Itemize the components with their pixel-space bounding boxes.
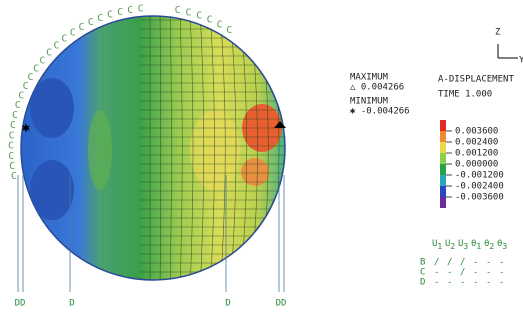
legend-swatch [440, 131, 446, 142]
legend-swatch [440, 175, 446, 186]
sphere: ✱ [21, 10, 290, 290]
constraint-marker: C [54, 40, 60, 51]
constraint-marker: C [39, 55, 45, 66]
bc-code: - [460, 278, 465, 288]
legend-label: 0.001200 [455, 149, 498, 159]
result-time: TIME 1.000 [438, 90, 492, 100]
support-label: DD [15, 299, 26, 309]
bc-code: / [434, 258, 439, 268]
legend-label: 0.003600 [455, 127, 498, 137]
bc-code: - [434, 268, 439, 278]
bc-code: - [447, 278, 452, 288]
bc-index: 2 [489, 242, 494, 251]
bc-code: - [473, 278, 478, 288]
bc-row-label: D [420, 278, 425, 288]
bc-header: U2 [445, 239, 455, 251]
constraint-marker: C [196, 11, 202, 22]
bc-code: / [447, 258, 452, 268]
bc-code: / [460, 268, 465, 278]
bc-code: - [473, 258, 478, 268]
support-label: D [69, 299, 74, 309]
constraint-marker: C [70, 27, 76, 38]
support-label: DD [276, 299, 287, 309]
legend-label: -0.003600 [455, 193, 504, 203]
bc-code: - [434, 278, 439, 288]
bc-header: θ2 [484, 239, 494, 251]
min-marker: ✱ [22, 121, 30, 136]
constraint-marker: C [127, 5, 133, 16]
constraint-marker: C [11, 171, 17, 182]
constraint-marker: C [138, 4, 144, 15]
axis-triad: Z Y [495, 28, 523, 66]
bc-code: - [486, 278, 491, 288]
constraint-marker: C [217, 19, 223, 30]
legend-label: 0.000000 [455, 160, 498, 170]
legend-label: 0.002400 [455, 138, 498, 148]
bc-code: / [460, 258, 465, 268]
bc-code: - [486, 268, 491, 278]
bc-code: - [499, 268, 504, 278]
max-label: MAXIMUM [350, 73, 389, 83]
bc-code: - [486, 258, 491, 268]
axis-y: Y [519, 56, 523, 66]
bc-index: 1 [476, 242, 481, 251]
result-title: A-DISPLACEMENT [438, 75, 514, 85]
legend-swatch [440, 164, 446, 175]
axis-z: Z [495, 28, 501, 38]
bc-row-label: B [420, 258, 425, 268]
bc-code: - [447, 268, 452, 278]
constraint-marker: C [79, 22, 85, 33]
min-label: MINIMUM [350, 97, 389, 107]
constraint-marker: C [207, 15, 213, 26]
constraint-marker: C [61, 34, 67, 45]
bc-index: 3 [502, 242, 507, 251]
legend-swatch [440, 186, 446, 197]
bc-header: θ1 [471, 239, 481, 251]
bc-header: U1 [432, 239, 442, 251]
constraint-marker: C [186, 7, 192, 18]
max-value: △ 0.004266 [350, 83, 404, 93]
min-value: ✱ -0.004266 [350, 107, 410, 117]
constraint-marker: C [46, 48, 52, 59]
constraint-marker: C [117, 7, 123, 18]
constraint-marker: C [88, 17, 94, 28]
constraint-marker: C [97, 13, 103, 24]
legend-swatch [440, 153, 446, 164]
legend-label: -0.001200 [455, 171, 504, 181]
bc-index: 3 [463, 242, 468, 251]
bc-index: 2 [450, 242, 455, 251]
legend: 0.0036000.0024000.0012000.000000-0.00120… [440, 120, 504, 208]
bc-code: - [499, 258, 504, 268]
bc-header: U3 [458, 239, 468, 251]
legend-swatch [440, 120, 446, 131]
constraint-marker: C [107, 10, 113, 21]
bc-code: - [473, 268, 478, 278]
constraint-marker: C [175, 5, 181, 16]
legend-label: -0.002400 [455, 182, 504, 192]
bc-row-label: C [420, 268, 425, 278]
constraint-marker: C [33, 64, 39, 75]
fe-plot-screen: ✱ DDDDDD MAXIMUM △ 0.004266 MINIMUM ✱ -0… [0, 0, 523, 313]
bc-code: - [499, 278, 504, 288]
constraint-marker: C [226, 25, 232, 36]
bc-header: θ3 [497, 239, 507, 251]
legend-swatch [440, 142, 446, 153]
bc-index: 1 [437, 242, 442, 251]
support-label: D [225, 299, 230, 309]
legend-swatch [440, 197, 446, 208]
